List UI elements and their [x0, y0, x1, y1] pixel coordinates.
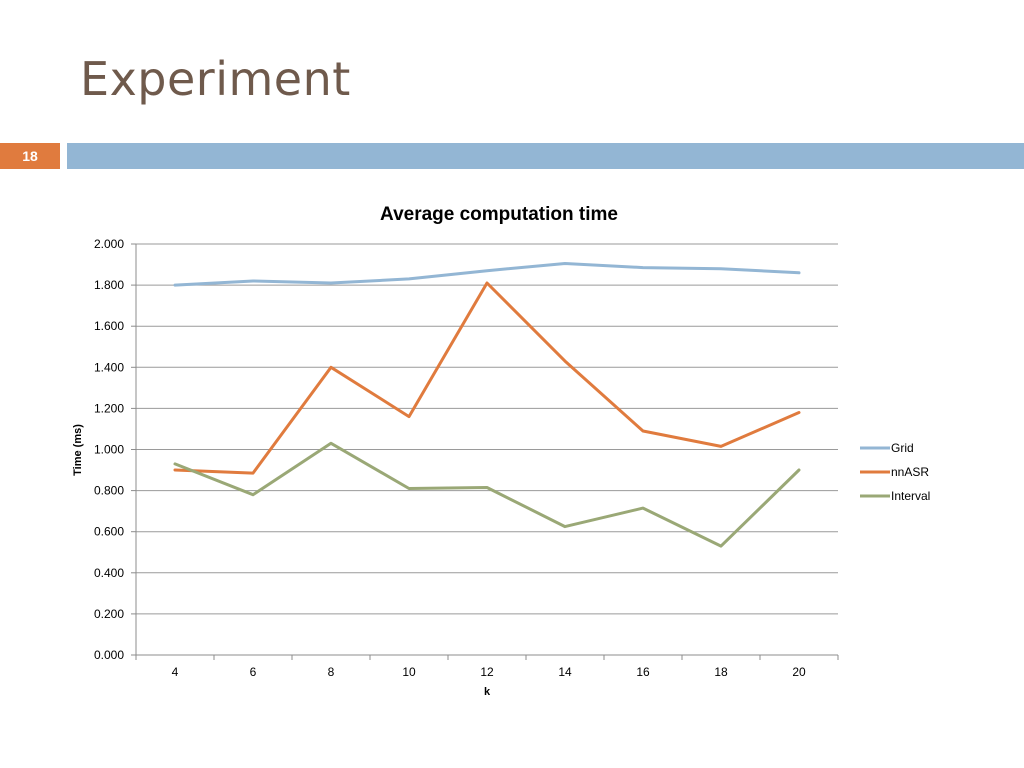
y-tick-label: 0.400 [94, 566, 124, 580]
x-tick-label: 8 [328, 665, 335, 679]
y-tick-label: 0.800 [94, 484, 124, 498]
x-tick-label: 14 [558, 665, 572, 679]
x-tick-label: 6 [250, 665, 257, 679]
x-axis-label: k [484, 686, 491, 698]
series-line-nnasr [173, 281, 801, 475]
series-lines [173, 262, 801, 548]
page-number: 18 [22, 148, 38, 164]
legend: Grid nnASR Interval [860, 441, 930, 503]
page-number-badge [0, 143, 60, 169]
x-tick-label: 18 [714, 665, 728, 679]
y-tick-label: 1.400 [94, 360, 124, 374]
chart-title: Average computation time [380, 204, 618, 225]
slide-title: Experiment [80, 52, 351, 106]
y-tick-label: 0.000 [94, 648, 124, 662]
series-line-grid [173, 262, 801, 287]
legend-label-nnasr: nnASR [891, 465, 929, 479]
x-tick-label: 20 [792, 665, 806, 679]
x-tick-label: 4 [172, 665, 179, 679]
gridlines [131, 243, 839, 660]
x-tick-label: 12 [480, 665, 494, 679]
x-tick-label: 16 [636, 665, 650, 679]
y-tick-label: 1.800 [94, 278, 124, 292]
series-line-interval [173, 441, 801, 548]
y-tick-label: 0.600 [94, 525, 124, 539]
y-tick-label: 1.200 [94, 401, 124, 415]
y-axis-ticks: 0.000 0.200 0.400 0.600 0.800 1.000 1.200 1.400… [94, 237, 124, 662]
x-axis-ticks: 4 6 8 10 12 14 16 18 20 [172, 665, 806, 679]
header-bar [67, 143, 1024, 169]
y-tick-label: 1.000 [94, 443, 124, 457]
y-tick-label: 1.600 [94, 319, 124, 333]
y-axis-label: Time (ms) [72, 424, 84, 476]
x-tick-label: 10 [402, 665, 416, 679]
legend-label-grid: Grid [891, 441, 914, 455]
legend-label-interval: Interval [891, 489, 930, 503]
y-tick-label: 2.000 [94, 237, 124, 251]
y-tick-label: 0.200 [94, 607, 124, 621]
